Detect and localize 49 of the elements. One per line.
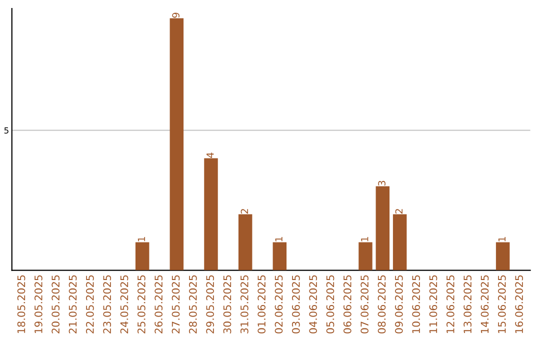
x-tick-label: 29.05.2025: [206, 275, 214, 334]
bar: [392, 214, 407, 270]
x-tick-label: 15.06.2025: [498, 275, 506, 333]
x-tick-label: 14.06.2025: [480, 275, 489, 333]
x-tick-label: 08.06.2025: [378, 275, 386, 334]
x-tick-label: 12.06.2025: [446, 275, 454, 333]
x-tick-label: 19.05.2025: [34, 275, 42, 333]
data-label: 1: [361, 237, 368, 242]
x-tick-label: 02.06.2025: [274, 275, 283, 334]
x-tick-label: 13.06.2025: [464, 275, 472, 333]
x-tick-label: 05.06.2025: [326, 275, 334, 334]
bar: [170, 18, 184, 270]
x-tick-label: 28.05.2025: [188, 275, 197, 334]
bar: [358, 242, 372, 270]
bar: [204, 158, 218, 270]
bar: [376, 186, 390, 270]
y-tick-label: 5: [4, 127, 8, 134]
x-tick-label: 10.06.2025: [412, 275, 420, 333]
x-tick-label: 01.06.2025: [258, 275, 266, 334]
x-tick-label: 21.05.2025: [68, 275, 77, 334]
x-tick-label: 26.05.2025: [154, 275, 163, 334]
x-tick-label: 23.05.2025: [103, 275, 112, 334]
x-tick-label: 03.06.2025: [292, 275, 300, 334]
x-tick-label: 04.06.2025: [309, 275, 318, 334]
x-tick-label: 30.05.2025: [223, 275, 232, 334]
x-tick-label: 31.05.2025: [240, 275, 248, 334]
x-tick-label: 18.05.2025: [17, 275, 26, 333]
x-tick-label: 24.05.2025: [120, 275, 128, 334]
data-label: 1: [498, 237, 506, 242]
x-tick-label: 06.06.2025: [343, 275, 352, 334]
x-tick-label: 27.05.2025: [172, 275, 180, 334]
x-tick-label: 11.06.2025: [429, 275, 438, 333]
data-label: 2: [395, 209, 403, 214]
bar: [135, 242, 150, 270]
data-label: 4: [206, 152, 214, 158]
x-tick-label: 07.06.2025: [360, 275, 369, 334]
data-label: 1: [138, 237, 146, 242]
data-label: 3: [378, 180, 386, 186]
data-label: 2: [240, 209, 248, 214]
bar: [496, 242, 510, 270]
data-label: 9: [172, 12, 180, 18]
data-label: 1: [275, 237, 282, 242]
x-tick-label: 16.06.2025: [515, 275, 524, 333]
x-tick-label: 09.06.2025: [394, 275, 403, 334]
bar: [272, 242, 287, 270]
bar: [238, 214, 252, 270]
x-tick-label: 25.05.2025: [137, 275, 146, 334]
x-tick-label: 22.05.2025: [86, 275, 94, 334]
x-tick-label: 20.05.2025: [52, 275, 60, 334]
